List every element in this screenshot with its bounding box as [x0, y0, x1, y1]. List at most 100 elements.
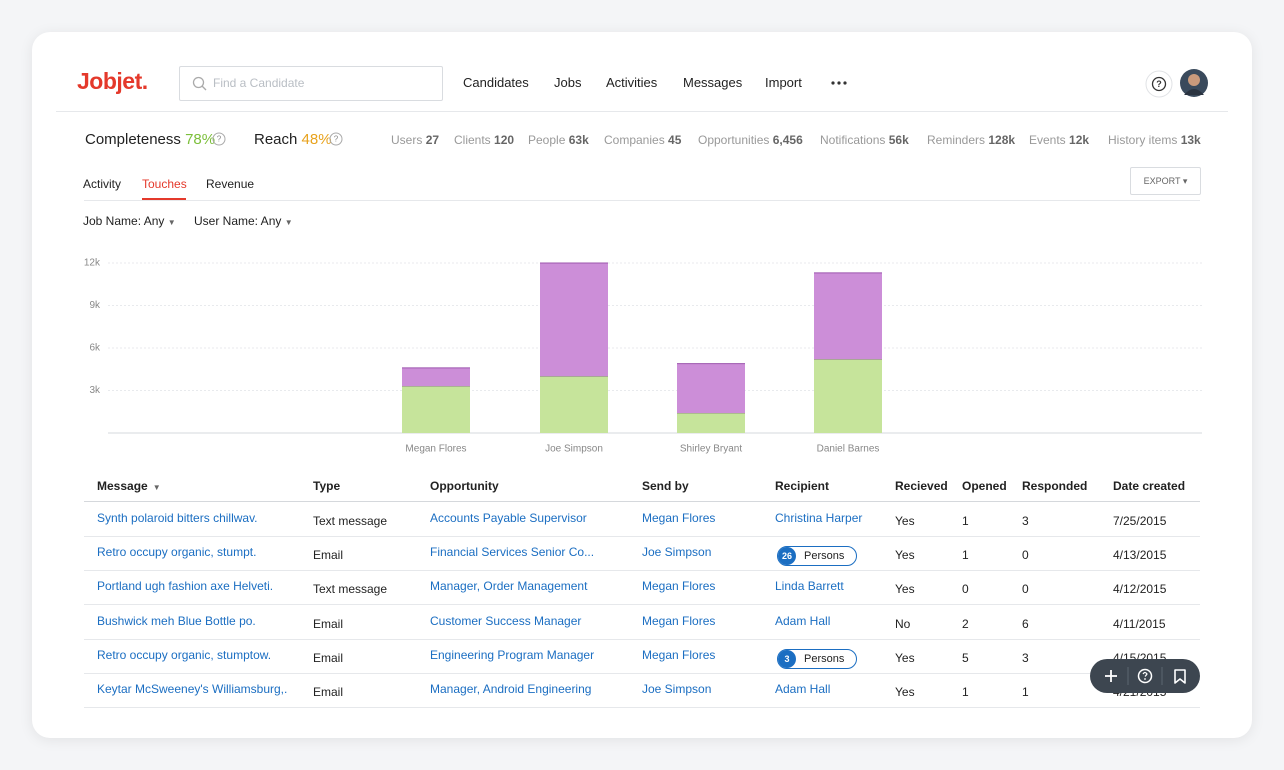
table-cell: 3: [1022, 514, 1029, 528]
row-divider: [84, 672, 1200, 674]
toolbar-icons[interactable]: [1090, 659, 1200, 693]
table-cell: No: [895, 616, 911, 631]
table-cell: 0: [962, 582, 969, 597]
row-divider: [84, 638, 1200, 640]
table-cell[interactable]: Manager, Android Engineering: [430, 682, 592, 696]
nav-item[interactable]: Activities: [606, 75, 658, 90]
table-cell[interactable]: Christina Harper: [775, 511, 863, 525]
count-value: 45: [668, 133, 682, 147]
more-menu[interactable]: [831, 80, 847, 86]
table-cell[interactable]: Customer Success Manager: [430, 613, 582, 628]
table-cell[interactable]: Joe Simpson: [642, 682, 712, 696]
filter[interactable]: Job Name: Any ▼: [83, 214, 176, 228]
recipient-badge[interactable]: 3 Persons: [777, 648, 858, 669]
table-cell[interactable]: Adam Hall: [775, 682, 831, 696]
y-tick-label: 12k: [84, 258, 101, 269]
x-tick-label: Joe Simpson: [545, 444, 603, 455]
table-cell[interactable]: Accounts Payable Supervisor: [430, 511, 587, 525]
table-cell: 2: [962, 616, 969, 631]
help-button[interactable]: ?: [1145, 70, 1173, 98]
nav-item[interactable]: Candidates: [463, 75, 529, 90]
reach: Reach 48%: [254, 131, 332, 148]
table-cell: 5: [962, 650, 969, 665]
table-cell[interactable]: Joe Simpson: [642, 545, 712, 560]
table-cell[interactable]: Financial Services Senior Co...: [430, 545, 595, 560]
badge-label: Persons: [804, 652, 845, 665]
table-cell: Yes: [895, 582, 915, 597]
count-label: History items: [1108, 133, 1178, 147]
table-cell[interactable]: Linda Barrett: [775, 579, 844, 594]
table-cell: Yes: [895, 548, 915, 563]
table-cell: 4/11/2015: [1113, 616, 1166, 631]
tab[interactable]: Revenue: [206, 177, 255, 191]
x-tick-label: Shirley Bryant: [680, 444, 742, 455]
table-cell[interactable]: Portland ugh fashion axe Helveti.: [97, 579, 274, 594]
table-cell[interactable]: Bushwick meh Blue Bottle po.: [97, 613, 256, 628]
bar-segment: [677, 413, 745, 433]
export-button[interactable]: EXPORT ▾: [1130, 167, 1201, 195]
recipient-badge[interactable]: 26 Persons: [777, 546, 858, 567]
row-divider: [84, 570, 1200, 572]
filter[interactable]: User Name: Any ▼: [194, 214, 293, 228]
table-cell: 6: [1022, 616, 1029, 631]
count-stat: Opportunities 6,456: [698, 133, 803, 147]
table-cell[interactable]: Synth polaroid bitters chillwav.: [97, 511, 258, 525]
sort-icon[interactable]: ▼: [152, 483, 161, 492]
table-cell[interactable]: Retro occupy organic, stumpt.: [97, 545, 257, 560]
avatar[interactable]: [1180, 69, 1208, 97]
tab[interactable]: Activity: [83, 177, 122, 191]
table-cell[interactable]: Megan Flores: [642, 647, 716, 662]
column-header: Type: [313, 479, 341, 493]
x-tick-label: Megan Flores: [405, 444, 466, 455]
nav-item[interactable]: Messages: [683, 75, 743, 90]
count-value: 12k: [1069, 133, 1090, 147]
count-stat: Reminders 128k: [927, 133, 1015, 147]
column-header: Responded: [1022, 479, 1088, 493]
bar-segment: [814, 272, 882, 360]
table-cell[interactable]: Keytar McSweeney's Williamsburg,.: [97, 682, 288, 696]
table-cell: 3: [1022, 650, 1029, 665]
table-cell[interactable]: Megan Flores: [642, 511, 716, 525]
table-cell[interactable]: Engineering Program Manager: [430, 647, 595, 662]
count-value: 56k: [888, 133, 909, 147]
tab-active[interactable]: Touches: [142, 177, 187, 191]
row-divider: [84, 707, 1200, 708]
table-cell[interactable]: Manager, Order Management: [430, 579, 588, 594]
badge-label: Persons: [804, 550, 845, 563]
row-divider: [84, 536, 1200, 537]
table-cell: 1: [962, 685, 969, 699]
info-icon[interactable]: ?: [212, 132, 226, 146]
count-stat: Users 27: [391, 133, 439, 147]
table-cell: Yes: [895, 514, 915, 528]
table-cell[interactable]: Adam Hall: [775, 613, 831, 628]
column-header[interactable]: Message ▼: [97, 479, 161, 493]
count-label: Notifications: [820, 133, 886, 147]
table-cell: Text message: [313, 582, 388, 597]
count-label: Reminders: [927, 133, 986, 147]
nav-item[interactable]: Import: [765, 75, 802, 90]
stat-label: Completeness: [85, 131, 181, 148]
bar-segment: [814, 359, 882, 433]
table-cell: 7/25/2015: [1113, 514, 1167, 528]
bar-segment: [540, 376, 608, 433]
count-stat: Clients 120: [454, 133, 514, 147]
column-header: Opportunity: [430, 479, 499, 493]
stat-value: 78%: [185, 131, 216, 148]
count-stat: Companies 45: [604, 133, 681, 147]
info-icon[interactable]: ?: [329, 132, 343, 146]
table-cell[interactable]: Megan Flores: [642, 579, 716, 594]
logo[interactable]: Jobjet.: [77, 68, 148, 94]
stat-label: Reach: [254, 131, 298, 148]
table-cell: 1: [962, 548, 969, 563]
search-box[interactable]: Find a Candidate: [179, 66, 443, 101]
table-cell[interactable]: Megan Flores: [642, 613, 716, 628]
nav-item[interactable]: Jobs: [554, 75, 582, 90]
table-cell: Yes: [895, 650, 915, 665]
completeness: Completeness 78%: [85, 131, 215, 148]
search-icon: [192, 76, 207, 91]
column-header: Opened: [962, 479, 1007, 493]
table-cell: 1: [1022, 685, 1029, 699]
table-cell[interactable]: Retro occupy organic, stumptow.: [97, 647, 272, 662]
